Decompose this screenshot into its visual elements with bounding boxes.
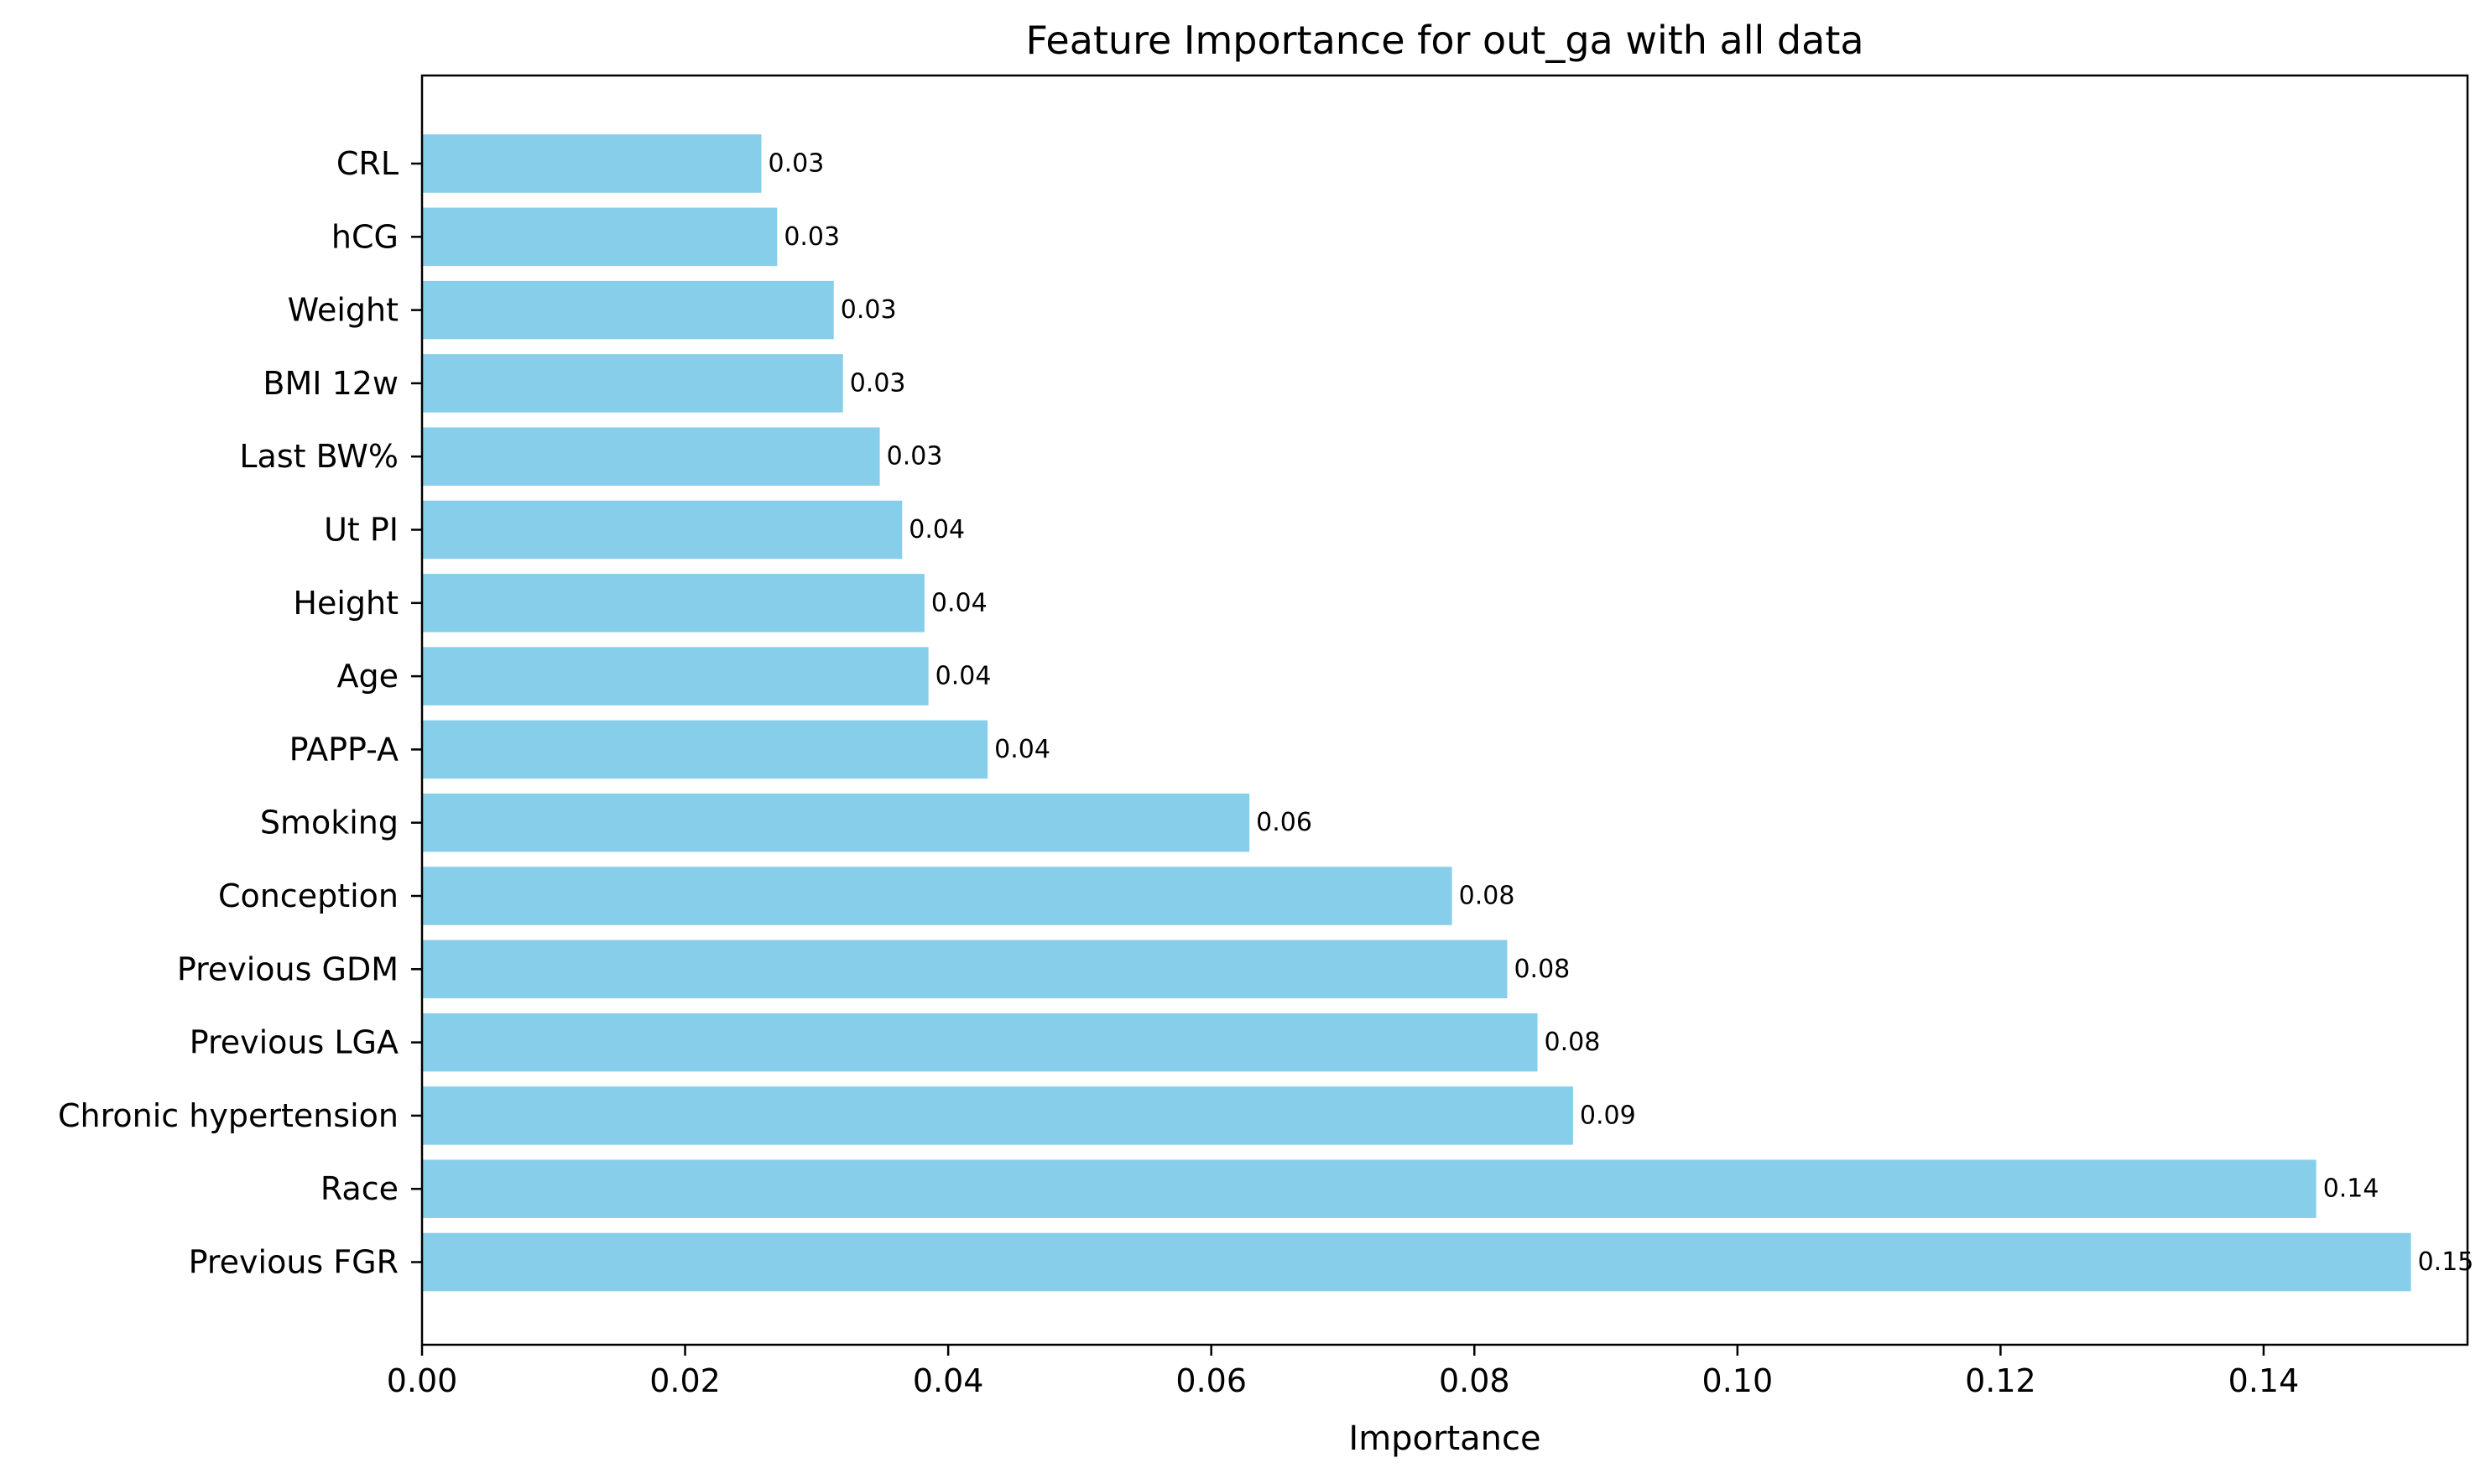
bar-value-label: 0.08 xyxy=(1545,1028,1601,1057)
y-tick-label: Previous LGA xyxy=(190,1024,399,1061)
x-tick-label: 0.14 xyxy=(2228,1362,2300,1399)
bar xyxy=(422,207,778,267)
bar xyxy=(422,280,834,340)
bars-layer xyxy=(422,134,2411,1292)
y-tick-label: Last BW% xyxy=(239,438,399,475)
bar xyxy=(422,1232,2411,1292)
y-tick-label: BMI 12w xyxy=(263,365,399,402)
y-tick-label: Ut PI xyxy=(324,512,399,549)
bar-value-label: 0.14 xyxy=(2323,1174,2379,1204)
bar xyxy=(422,940,1508,999)
x-tick-label: 0.10 xyxy=(1702,1362,1774,1399)
bar xyxy=(422,1159,2316,1218)
y-tick-label: Race xyxy=(320,1170,399,1207)
bar-value-label: 0.09 xyxy=(1580,1101,1636,1130)
y-tick-label: CRL xyxy=(336,145,399,182)
y-tick-label: Height xyxy=(293,585,399,622)
bar xyxy=(422,647,929,706)
x-tick-label: 0.12 xyxy=(1965,1362,2036,1399)
bar xyxy=(422,720,988,779)
y-tick-label: Weight xyxy=(288,292,399,329)
x-tick-label: 0.08 xyxy=(1439,1362,1510,1399)
y-tick-label: hCG xyxy=(331,218,399,255)
bar xyxy=(422,500,903,560)
bar xyxy=(422,427,880,486)
bar-value-label: 0.03 xyxy=(841,295,897,325)
bar xyxy=(422,574,925,633)
y-tick-label: Previous GDM xyxy=(177,950,399,987)
bar xyxy=(422,867,1452,925)
bar-value-label: 0.04 xyxy=(909,515,965,544)
y-tick-label: Smoking xyxy=(260,804,399,841)
y-tick-label: PAPP-A xyxy=(289,731,399,768)
value-labels-layer: 0.03 0.03 0.03 0.03 0.03 0.04 0.04 0.04 0.04 0.06… xyxy=(769,149,2474,1278)
bar xyxy=(422,1013,1538,1072)
bar xyxy=(422,1086,1573,1145)
bar-value-label: 0.03 xyxy=(769,149,825,179)
bar xyxy=(422,354,843,413)
bar-value-label: 0.04 xyxy=(994,735,1050,764)
x-tick-label: 0.02 xyxy=(649,1362,721,1399)
x-tick-label: 0.00 xyxy=(387,1362,458,1399)
y-tick-label: Previous FGR xyxy=(189,1244,399,1281)
bar-value-label: 0.04 xyxy=(931,588,988,617)
x-tick-label: 0.06 xyxy=(1175,1362,1247,1399)
bar-value-label: 0.15 xyxy=(2418,1247,2474,1277)
bar-value-label: 0.03 xyxy=(850,368,906,398)
bar-value-label: 0.04 xyxy=(935,662,992,691)
bar-value-label: 0.06 xyxy=(1256,808,1312,837)
y-tick-label: Conception xyxy=(218,877,399,914)
x-axis-ticks: 0.00 0.02 0.04 0.06 0.08 0.10 0.12 0.14 xyxy=(387,1345,2300,1399)
x-axis-title: Importance xyxy=(1348,1419,1540,1458)
bar-value-label: 0.03 xyxy=(784,222,840,252)
y-axis-ticks: CRL hCG Weight BMI 12w Last BW% Ut PI Height Ag… xyxy=(58,145,422,1281)
bar xyxy=(422,793,1250,852)
y-tick-label: Age xyxy=(337,658,399,695)
bar-value-label: 0.08 xyxy=(1514,955,1570,984)
chart-title: Feature Importance for out_ga with all d… xyxy=(1025,18,1863,63)
x-tick-label: 0.04 xyxy=(913,1362,984,1399)
bar-value-label: 0.08 xyxy=(1459,882,1515,911)
bar xyxy=(422,134,762,193)
plot-frame xyxy=(420,74,2469,1346)
bar-value-label: 0.03 xyxy=(887,442,943,471)
y-tick-label: Chronic hypertension xyxy=(58,1097,399,1134)
